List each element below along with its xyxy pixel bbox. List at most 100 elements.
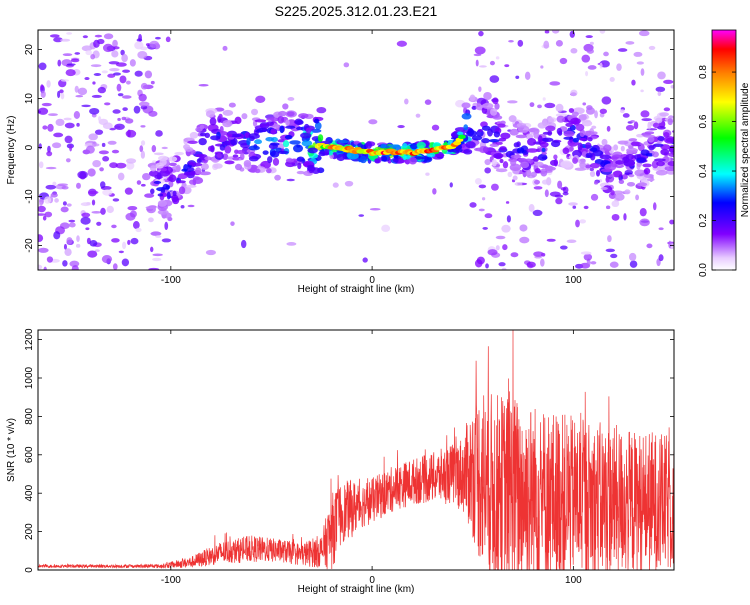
heatmap-cell (481, 138, 490, 144)
heatmap-cell (589, 170, 596, 177)
heatmap-cell (652, 151, 659, 158)
heatmap-cell (527, 138, 537, 146)
heatmap-cell (232, 157, 240, 161)
heatmap-cell (610, 253, 618, 259)
heatmap-cell (629, 260, 638, 268)
heatmap-cell (148, 110, 158, 117)
heatmap-cell (508, 115, 517, 123)
heatmap-cell (68, 219, 76, 223)
heatmap-cell (591, 125, 597, 129)
heatmap-cell (254, 119, 267, 123)
heatmap-cell (380, 143, 387, 149)
spectrogram-heatmap (38, 30, 674, 270)
heatmap-cell (579, 129, 586, 137)
heatmap-cell (388, 144, 401, 148)
heatmap-cell (199, 171, 211, 176)
heatmap-cell (670, 84, 674, 89)
heatmap-cell (239, 152, 245, 161)
heatmap-cell (626, 147, 638, 153)
heatmap-cell (515, 134, 528, 139)
heatmap-cell (248, 156, 259, 162)
heatmap-cell (80, 202, 91, 207)
heatmap-cell (232, 154, 239, 158)
heatmap-cell (186, 167, 195, 172)
heatmap-cell (53, 37, 63, 43)
heatmap-cell (38, 213, 46, 216)
y-tick-label: 0 (24, 144, 35, 150)
heatmap-cell (112, 263, 118, 270)
heatmap-cell (195, 167, 202, 175)
heatmap-cell (498, 262, 506, 267)
heatmap-cell (103, 33, 114, 40)
heatmap-cell (623, 213, 627, 221)
heatmap-cell (111, 238, 120, 243)
heatmap-cell (581, 120, 593, 127)
heatmap-cell (461, 113, 472, 120)
heatmap-cell (243, 159, 252, 168)
colorbar-label: Normalized spectral amplitude (740, 82, 750, 217)
heatmap-cell (586, 48, 594, 54)
heatmap-cell (368, 155, 378, 160)
heatmap-cell (537, 104, 542, 109)
heatmap-cell (347, 152, 359, 160)
heatmap-cell (474, 46, 486, 55)
heatmap-cell (189, 131, 199, 139)
heatmap-cell (270, 128, 277, 135)
heatmap-cell (64, 122, 75, 129)
heatmap-cell (73, 111, 81, 119)
heatmap-cell (38, 264, 43, 270)
heatmap-cell (652, 122, 660, 129)
heatmap-cell (254, 139, 262, 145)
heatmap-cell (63, 117, 72, 121)
y-tick-label: 600 (24, 446, 35, 463)
heatmap-cell (140, 125, 146, 128)
heatmap-cell (113, 72, 121, 76)
heatmap-cell (557, 180, 563, 189)
heatmap-cell (611, 213, 620, 221)
heatmap-cell (572, 205, 577, 209)
heatmap-cell (134, 70, 143, 77)
heatmap-cell (53, 132, 64, 138)
heatmap-cell (601, 138, 608, 146)
heatmap-cell (71, 265, 79, 270)
heatmap-cell (257, 128, 268, 133)
heatmap-cell (150, 165, 157, 172)
heatmap-cell (284, 135, 293, 140)
heatmap-cell (544, 30, 550, 34)
heatmap-cell (600, 186, 608, 190)
heatmap-cell (601, 96, 612, 105)
heatmap-cell (526, 261, 536, 268)
heatmap-cell (172, 190, 177, 197)
heatmap-cell (495, 245, 500, 251)
heatmap-cell (40, 90, 46, 98)
heatmap-cell (70, 58, 80, 63)
heatmap-cell (151, 145, 157, 153)
heatmap-cell (365, 141, 372, 149)
heatmap-cell (132, 221, 140, 230)
heatmap-cell (38, 107, 49, 115)
heatmap-cell (581, 54, 591, 63)
heatmap-cell (469, 202, 477, 208)
heatmap-cell (549, 159, 558, 166)
heatmap-cell (478, 208, 485, 212)
y-tick-label: -10 (24, 189, 35, 204)
heatmap-cell (97, 38, 105, 45)
heatmap-cell (161, 146, 168, 150)
heatmap-cell (533, 251, 544, 257)
heatmap-cell (38, 62, 47, 71)
heatmap-cell (140, 140, 146, 146)
heatmap-cell (224, 160, 235, 165)
heatmap-cell (45, 166, 57, 170)
heatmap-cell (594, 110, 598, 119)
heatmap-cell (585, 152, 593, 159)
heatmap-cell (667, 118, 673, 126)
heatmap-cell (545, 165, 554, 172)
heatmap-cell (492, 115, 503, 120)
heatmap-cell (38, 247, 49, 253)
heatmap-cell (116, 83, 122, 92)
heatmap-cell (580, 251, 592, 255)
heatmap-cell (285, 119, 290, 127)
heatmap-cell (62, 53, 73, 57)
heatmap-cell (556, 115, 565, 123)
heatmap-cell (136, 38, 143, 42)
